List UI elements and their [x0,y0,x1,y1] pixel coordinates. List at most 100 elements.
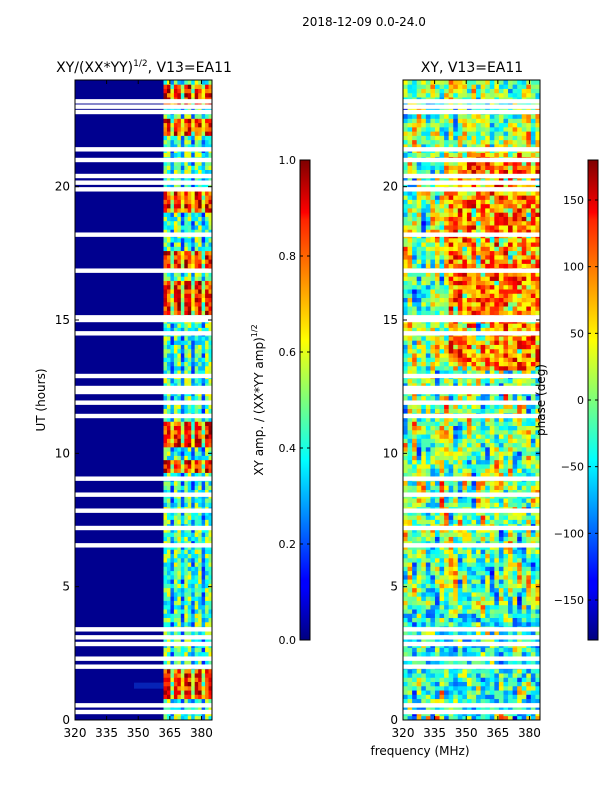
left-heatmap-cell [191,715,196,720]
left-heatmap-cell [184,698,189,704]
left-heatmap-cell [180,532,185,537]
left-heatmap-cell [191,88,196,94]
left-heatmap-cell [184,114,189,119]
left-heatmap-cell [187,336,192,341]
right-heatmap-cell [498,592,504,597]
right-heatmap-cell [535,574,540,580]
right-heatmap-cell [462,519,468,525]
right-heatmap-cell [526,459,532,465]
right-heatmap-cell [416,660,422,665]
left-heatmap-cell [163,229,168,234]
left-heatmap-cell [201,651,206,657]
right-heatmap-cell [530,592,536,597]
left-heatmap-cell [180,161,185,166]
right-heatmap-cell [407,673,413,678]
left-heatmap-cell [163,284,168,290]
right-heatmap-cell [434,660,440,665]
left-heatmap-cell [173,579,178,584]
right-heatmap-cell [517,417,523,422]
left-heatmap-cell [201,220,206,226]
right-heatmap-cell [448,361,454,367]
right-heatmap-cell [494,630,500,636]
right-heatmap-cell [521,327,527,333]
right-heatmap-cell [412,613,418,618]
left-heatmap-cell [191,310,196,316]
right-heatmap-cell [530,336,536,341]
right-heatmap-cell [512,596,518,601]
right-heatmap-cell [508,455,513,461]
left-heatmap-cell [208,101,212,106]
left-heatmap-cell [173,604,178,610]
right-heatmap-cell [535,510,540,516]
right-heatmap-cell [457,673,463,678]
right-heatmap-cell [444,378,450,384]
left-heatmap-cell [208,199,212,205]
right-heatmap-cell [439,681,445,687]
right-heatmap-cell [530,668,536,674]
left-heatmap-cell [170,600,175,606]
right-heatmap-cell [412,451,418,456]
right-heatmap-cell [425,647,431,653]
left-heatmap-cell [180,382,185,388]
left-heatmap-cell [198,698,203,704]
right-heatmap-cell [462,446,468,452]
right-heatmap-cell [403,685,408,691]
right-heatmap-cell [462,668,468,674]
left-heatmap-cell [177,404,182,409]
right-heatmap-cell [508,579,513,584]
right-heatmap-cell [508,549,513,554]
left-heatmap-cell [184,472,189,478]
right-heatmap-cell [517,532,523,537]
right-heatmap-cell [521,468,527,473]
left-heatmap-cell [208,604,212,610]
left-heatmap-cell [166,118,171,124]
left-heatmap-cell [191,169,196,175]
left-heatmap-cell [201,596,206,601]
left-heatmap-cell [170,254,175,260]
left-heatmap-cell [184,532,189,537]
left-heatmap-cell [166,323,171,328]
left-heatmap-cell [191,370,196,375]
right-heatmap-cell [466,327,472,333]
right-heatmap-cell [457,434,463,439]
left-heatmap-cell [163,161,168,166]
right-heatmap-cell [508,690,513,695]
left-heatmap-cell [187,161,192,166]
left-heatmap-cell [180,510,185,516]
right-heatmap-cell [508,404,513,409]
left-heatmap-cell [208,340,212,345]
right-heatmap-cell [471,485,477,490]
right-heatmap-cell [457,638,463,644]
right-heatmap-cell [457,510,463,516]
left-heatmap-cell [184,301,189,307]
right-heatmap-cell [466,472,472,478]
right-heatmap-cell [434,370,440,375]
right-heatmap-cell [462,583,468,589]
left-heatmap-cell [187,165,192,170]
left-heatmap-cell [177,237,182,243]
left-heatmap-cell [191,489,196,495]
right-heatmap-cell [494,570,500,576]
right-heatmap-cell [526,357,532,362]
left-heatmap-cell [194,510,199,516]
left-heatmap-cell [180,464,185,469]
left-heatmap-cell [170,566,175,572]
right-heatmap-cell [407,438,413,444]
right-heatmap-cell [494,451,500,456]
right-heatmap-cell [448,438,454,444]
left-heatmap-cell [163,690,168,695]
right-heatmap-cell [503,621,509,627]
right-heatmap-cell [412,365,418,371]
right-heatmap-cell [462,468,468,473]
right-heatmap-cell [512,378,518,384]
left-heatmap-cell [166,289,171,294]
left-heatmap-cell [194,549,199,554]
right-heatmap-cell [530,570,536,576]
right-heatmap-cell [476,502,482,508]
left-heatmap-cell [184,408,189,414]
right-heatmap-cell [448,613,454,618]
right-heatmap-cell [425,596,431,601]
left-heatmap-cell [205,242,209,247]
right-heatmap-cell [508,348,513,354]
right-heatmap-cell [494,502,500,508]
